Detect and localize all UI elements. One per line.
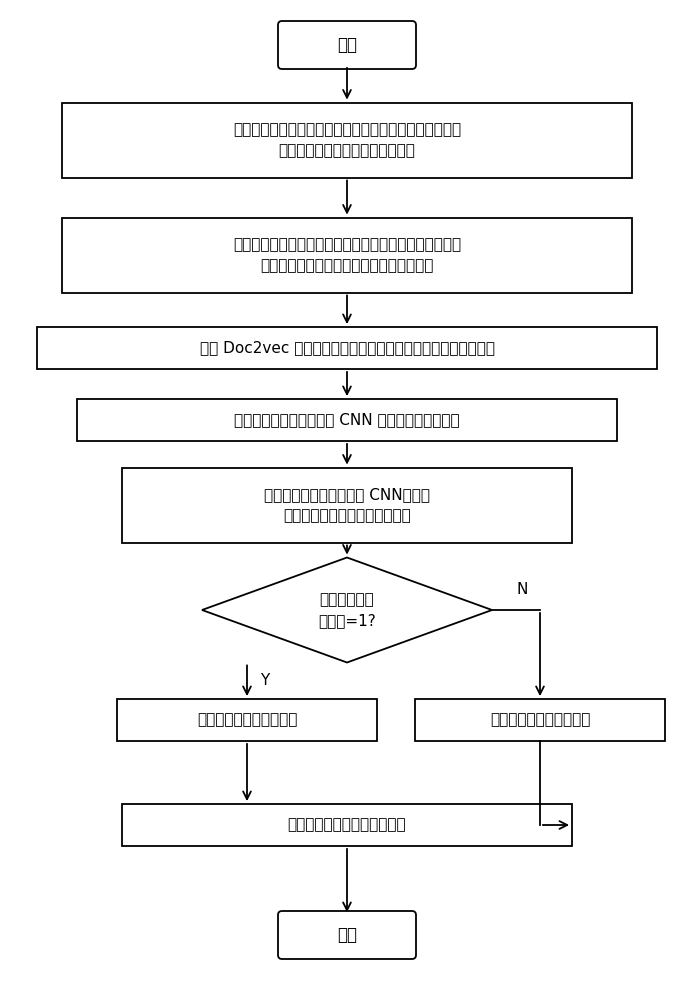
Text: N: N: [516, 582, 527, 597]
FancyBboxPatch shape: [278, 911, 416, 959]
Text: 采用 Doc2vec 对处理好的语料训练出词向量模型并得到文本向量: 采用 Doc2vec 对处理好的语料训练出词向量模型并得到文本向量: [200, 340, 495, 356]
Bar: [62, 103, 632, 178]
Bar: [117, 699, 377, 741]
Text: 将训练集的文本向量输入 CNN 训练出情感分类模型: 将训练集的文本向量输入 CNN 训练出情感分类模型: [234, 412, 460, 428]
Text: 将测试集的文本向量输入 CNN，根据
已经训练好的模型进行情感分类: 将测试集的文本向量输入 CNN，根据 已经训练好的模型进行情感分类: [264, 487, 430, 523]
FancyBboxPatch shape: [278, 21, 416, 69]
Text: Y: Y: [261, 673, 270, 688]
Bar: [37, 327, 657, 369]
Polygon shape: [202, 558, 492, 662]
Bar: [77, 399, 617, 441]
Text: 开始: 开始: [337, 36, 357, 54]
Text: 搜集情感文本语料集，标记类别，将文本数据表示成一个
句子并将语料分为训练集和测试集: 搜集情感文本语料集，标记类别，将文本数据表示成一个 句子并将语料分为训练集和测试…: [233, 122, 461, 158]
Text: 搜集情感词典，并采用基于自定义情感词典和统计相结合
的方法对语料进行分词处理，然后去停用词: 搜集情感词典，并采用基于自定义情感词典和统计相结合 的方法对语料进行分词处理，然…: [233, 237, 461, 273]
Bar: [62, 218, 632, 292]
Text: 统计并计算情感分类的准确率: 统计并计算情感分类的准确率: [288, 818, 406, 832]
Bar: [122, 468, 572, 542]
Text: 该文本表现的是消极情绪: 该文本表现的是消极情绪: [490, 712, 590, 728]
Bar: [122, 804, 572, 846]
Bar: [415, 699, 665, 741]
Text: 该文本表现的是积极情绪: 该文本表现的是积极情绪: [197, 712, 297, 728]
Text: 结束: 结束: [337, 926, 357, 944]
Text: 实际输出文本
的标签=1?: 实际输出文本 的标签=1?: [318, 592, 376, 628]
